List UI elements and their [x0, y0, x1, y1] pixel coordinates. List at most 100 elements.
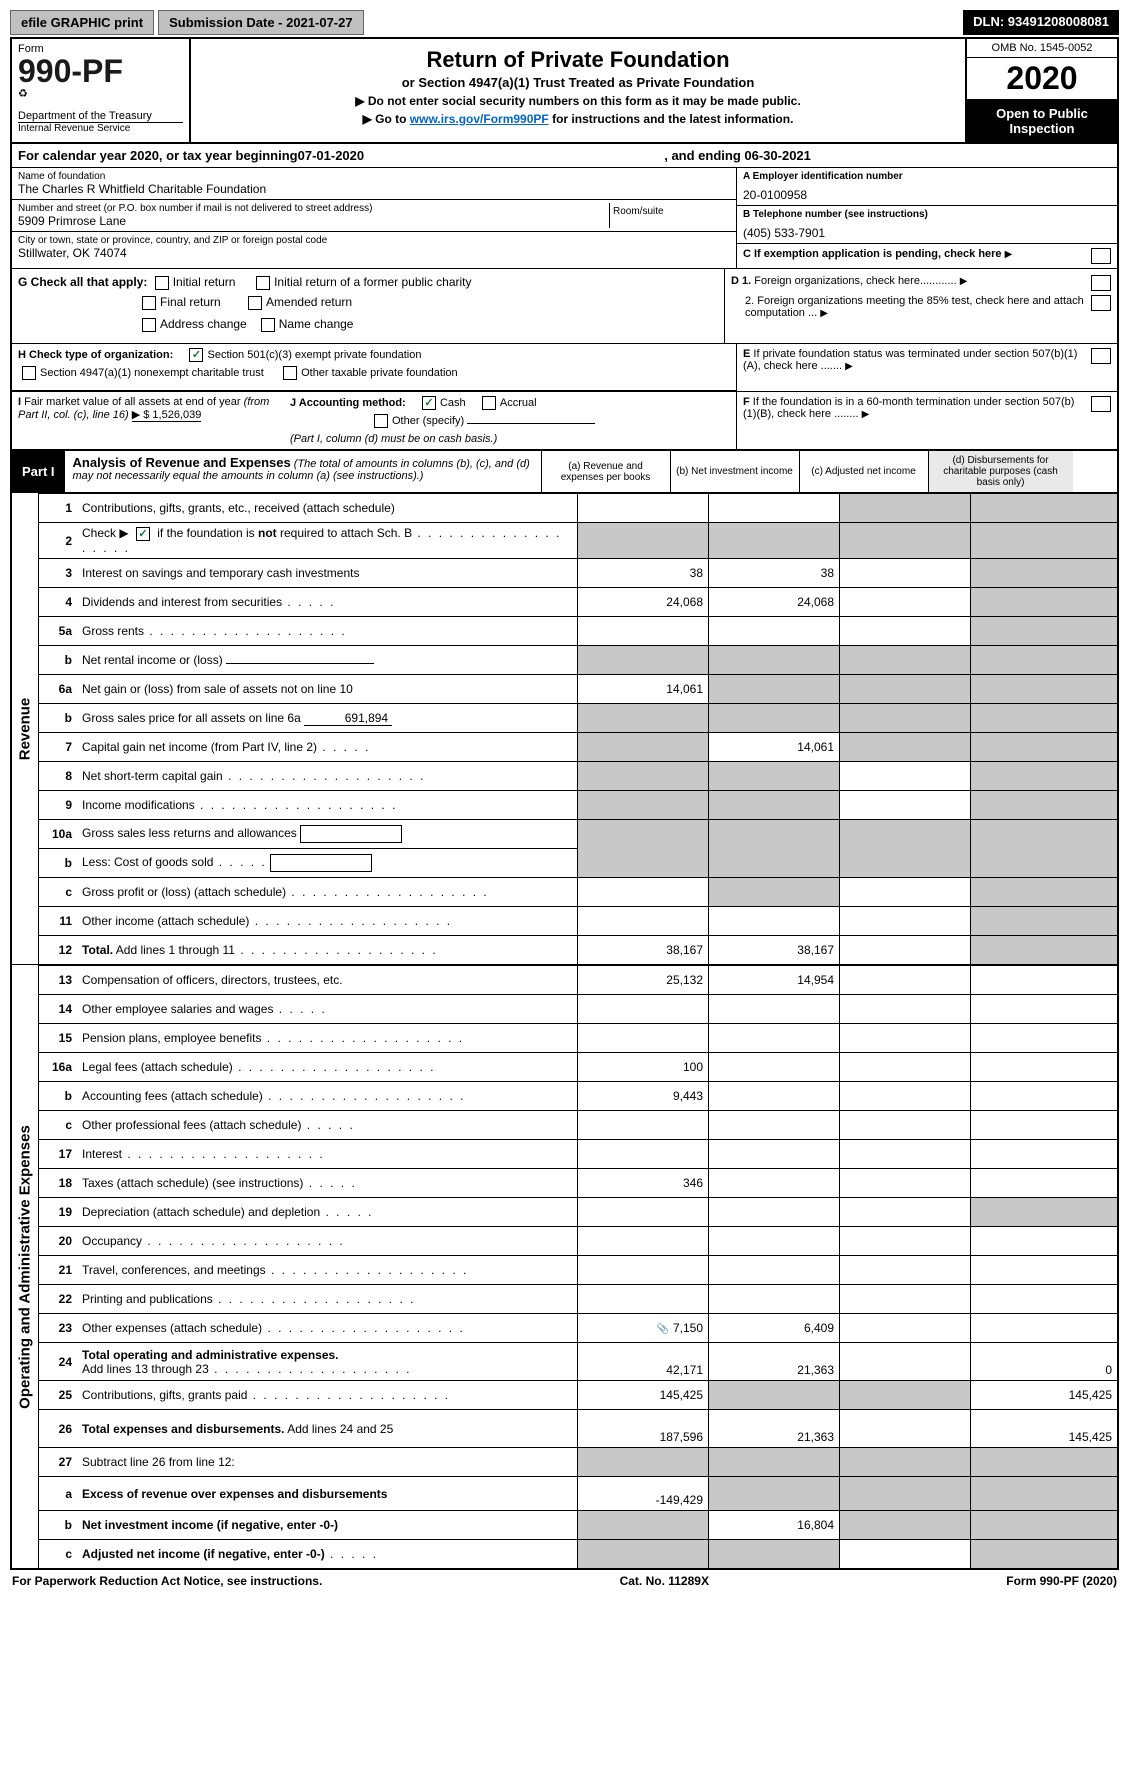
col-d-header: (d) Disbursements for charitable purpose… — [928, 451, 1073, 492]
street-address: 5909 Primrose Lane — [18, 214, 609, 228]
d1-checkbox[interactable] — [1091, 275, 1111, 291]
row-16b-a: 9,443 — [578, 1082, 709, 1111]
h3-label: Other taxable private foundation — [301, 367, 458, 379]
row-5b-num: b — [39, 646, 77, 675]
row-13-a: 25,132 — [578, 966, 709, 995]
row-23-a: 7,150 — [578, 1314, 709, 1343]
4947a1-checkbox[interactable] — [22, 366, 36, 380]
row-6a-a: 14,061 — [578, 675, 709, 704]
row-5a-num: 5a — [39, 617, 77, 646]
g1-label: Initial return — [173, 275, 236, 289]
footer-left: For Paperwork Reduction Act Notice, see … — [12, 1574, 322, 1588]
other-method-fill[interactable] — [467, 423, 595, 424]
row-25-a: 145,425 — [578, 1381, 709, 1410]
irs-link[interactable]: www.irs.gov/Form990PF — [410, 112, 549, 126]
row-20-num: 20 — [39, 1227, 77, 1256]
irs-label: Internal Revenue Service — [18, 122, 183, 134]
g5-label: Address change — [160, 317, 247, 331]
phone-cell: B Telephone number (see instructions) (4… — [737, 206, 1117, 244]
exemption-checkbox[interactable] — [1091, 248, 1111, 264]
row-2-desc: Check ▶ if the foundation is not require… — [77, 523, 578, 559]
row-10c-num: c — [39, 878, 77, 907]
row-18-desc: Taxes (attach schedule) (see instruction… — [77, 1169, 578, 1198]
row-26-desc: Total expenses and disbursements. Add li… — [77, 1410, 578, 1448]
instruction-2: ▶ Go to www.irs.gov/Form990PF for instru… — [197, 112, 959, 126]
row-14-num: 14 — [39, 995, 77, 1024]
row-16a-a: 100 — [578, 1053, 709, 1082]
inst2-pre: ▶ Go to — [363, 112, 410, 126]
row-16a-desc: Legal fees (attach schedule) — [77, 1053, 578, 1082]
row-26-a: 187,596 — [578, 1410, 709, 1448]
h2-label: Section 4947(a)(1) nonexempt charitable … — [40, 367, 264, 379]
sch-b-checkbox[interactable] — [136, 527, 150, 541]
cal-begin: 07-01-2020 — [298, 148, 365, 163]
accrual-checkbox[interactable] — [482, 396, 496, 410]
row-24-d: 0 — [971, 1343, 1118, 1381]
f-checkbox[interactable] — [1091, 396, 1111, 412]
row-25-desc: Contributions, gifts, grants paid — [77, 1381, 578, 1410]
row-16b-desc: Accounting fees (attach schedule) — [77, 1082, 578, 1111]
form-outer: Form 990-PF ♻ Department of the Treasury… — [10, 37, 1119, 1570]
address-change-checkbox[interactable] — [142, 318, 156, 332]
cogs-fill[interactable] — [270, 854, 372, 872]
row-13-num: 13 — [39, 966, 77, 995]
final-return-checkbox[interactable] — [142, 296, 156, 310]
amended-return-checkbox[interactable] — [248, 296, 262, 310]
initial-former-checkbox[interactable] — [256, 276, 270, 290]
form-title: Return of Private Foundation — [197, 47, 959, 73]
address-cell: Number and street (or P.O. box number if… — [12, 200, 736, 232]
row-25-d: 145,425 — [971, 1381, 1118, 1410]
j-note: (Part I, column (d) must be on cash basi… — [290, 433, 730, 445]
row-26-num: 26 — [39, 1410, 77, 1448]
row-3-b: 38 — [709, 559, 840, 588]
name-change-checkbox[interactable] — [261, 318, 275, 332]
row-16a-num: 16a — [39, 1053, 77, 1082]
row-11-num: 11 — [39, 907, 77, 936]
expenses-label: Operating and Administrative Expenses — [17, 1125, 34, 1409]
cal-pre: For calendar year 2020, or tax year begi… — [18, 148, 298, 163]
row-7-num: 7 — [39, 733, 77, 762]
row-16c-num: c — [39, 1111, 77, 1140]
row-12-desc: Total. Add lines 1 through 11 — [77, 936, 578, 965]
name-label: Name of foundation — [18, 171, 730, 182]
row-17-desc: Interest — [77, 1140, 578, 1169]
expenses-side-label: Operating and Administrative Expenses — [12, 965, 39, 1568]
cash-checkbox[interactable] — [422, 396, 436, 410]
city-cell: City or town, state or province, country… — [12, 232, 736, 263]
gross-sales-fill[interactable] — [300, 825, 402, 843]
d2-checkbox[interactable] — [1091, 295, 1111, 311]
row-24-b: 21,363 — [709, 1343, 840, 1381]
row-10a-num: 10a — [39, 820, 77, 849]
g-label: G Check all that apply: — [18, 275, 147, 289]
part1-title: Analysis of Revenue and Expenses — [73, 455, 291, 470]
dept-label: Department of the Treasury — [18, 110, 183, 122]
row-27a-desc: Excess of revenue over expenses and disb… — [77, 1477, 578, 1511]
e-checkbox[interactable] — [1091, 348, 1111, 364]
row-5b-desc: Net rental income or (loss) — [77, 646, 578, 675]
initial-return-checkbox[interactable] — [155, 276, 169, 290]
row-6b-desc: Gross sales price for all assets on line… — [77, 704, 578, 733]
row-11-desc: Other income (attach schedule) — [77, 907, 578, 936]
row-12-b: 38,167 — [709, 936, 840, 965]
row-12-num: 12 — [39, 936, 77, 965]
row-13-desc: Compensation of officers, directors, tru… — [77, 966, 578, 995]
other-method-checkbox[interactable] — [374, 414, 388, 428]
row-1-desc: Contributions, gifts, grants, etc., rece… — [77, 494, 578, 523]
row-21-desc: Travel, conferences, and meetings — [77, 1256, 578, 1285]
row-4-desc: Dividends and interest from securities — [77, 588, 578, 617]
part1-tag: Part I — [12, 451, 65, 492]
efile-button[interactable]: efile GRAPHIC print — [10, 10, 154, 35]
rental-fill[interactable] — [226, 663, 374, 664]
submission-date-button[interactable]: Submission Date - 2021-07-27 — [158, 10, 364, 35]
foundation-name-cell: Name of foundation The Charles R Whitfie… — [12, 168, 736, 200]
other-taxable-checkbox[interactable] — [283, 366, 297, 380]
j2-label: Accrual — [500, 397, 537, 409]
inst2-post: for instructions and the latest informat… — [549, 112, 794, 126]
row-10a-desc: Gross sales less returns and allowances — [77, 820, 578, 849]
501c3-checkbox[interactable] — [189, 348, 203, 362]
row-8-num: 8 — [39, 762, 77, 791]
g4-label: Amended return — [266, 295, 352, 309]
row-27-desc: Subtract line 26 from line 12: — [77, 1448, 578, 1477]
row-26-d: 145,425 — [971, 1410, 1118, 1448]
row-22-num: 22 — [39, 1285, 77, 1314]
